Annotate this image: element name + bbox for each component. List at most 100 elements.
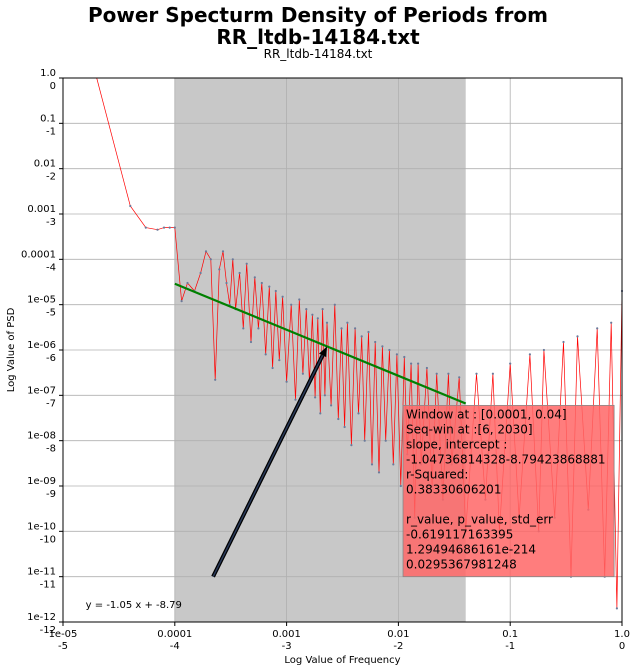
psd-point <box>209 258 212 261</box>
y-tick-label-log: -5 <box>46 308 56 319</box>
x-tick-label: 0.01 <box>387 629 409 640</box>
x-tick-label: 1e-05 <box>49 629 78 640</box>
x-axis-label: Log Value of Frequency <box>284 655 400 666</box>
stats-box <box>402 404 615 578</box>
psd-point <box>354 327 357 330</box>
y-tick-label: 1e-11 <box>27 567 56 578</box>
psd-point <box>425 366 428 370</box>
x-tick-label-log: -1 <box>505 641 515 652</box>
x-ticks: 1e-05-5 0.0001-4 0.001-3 0.01-2 0.1-1 1.00 <box>49 622 630 652</box>
y-tick-label-log: -10 <box>40 534 56 545</box>
psd-point <box>377 471 381 474</box>
x-tick-label: 0.001 <box>272 629 301 640</box>
psd-point <box>294 398 297 401</box>
psd-point <box>278 359 281 362</box>
psd-point <box>225 281 228 285</box>
y-tick-label-log: -11 <box>40 580 56 591</box>
psd-point <box>274 289 277 293</box>
psd-point <box>242 327 245 330</box>
stats-line: 0.0295367981248 <box>406 557 517 571</box>
psd-point <box>204 250 208 253</box>
psd-point <box>173 226 176 229</box>
psd-point <box>350 444 353 447</box>
psd-point <box>528 353 532 356</box>
chart-title-line2: RR_ltdb-14184.txt <box>216 25 420 49</box>
stats-line: 1.29494686161e-214 <box>406 542 536 556</box>
psd-point <box>330 404 333 407</box>
y-tick-label-log: -2 <box>46 172 56 183</box>
stats-line: slope, intercept : <box>406 437 507 451</box>
fit-layer <box>174 282 467 405</box>
psd-point <box>264 353 267 356</box>
psd-point <box>319 412 322 415</box>
psd-point <box>399 484 402 488</box>
psd-point <box>245 262 248 265</box>
stats-line: Window at : [0.0001, 0.04] <box>406 407 567 421</box>
y-tick-label-log: -12 <box>40 625 56 636</box>
psd-point <box>238 271 241 275</box>
y-tick-label: 1e-07 <box>27 385 56 396</box>
psd-point <box>509 362 512 365</box>
y-tick-label: 0.0001 <box>21 249 56 260</box>
psd-point <box>357 412 360 415</box>
psd-point <box>268 285 271 288</box>
y-tick-label: 1e-05 <box>27 295 56 306</box>
x-tick-label-log: -3 <box>282 641 292 652</box>
psd-point <box>144 226 147 229</box>
psd-point <box>281 295 284 298</box>
y-tick-label-log: -8 <box>46 444 56 455</box>
psd-point <box>447 372 450 375</box>
y-tick-label-log: -9 <box>46 489 56 500</box>
stats-line: -1.04736814328-8.79423868881 <box>406 452 606 466</box>
psd-point <box>367 330 370 334</box>
y-tick-label-log: 0 <box>50 81 56 92</box>
y-tick-label: 1e-06 <box>27 340 56 351</box>
psd-point <box>542 348 546 352</box>
psd-point <box>562 340 565 344</box>
psd-point <box>199 271 202 275</box>
psd-point <box>305 308 308 311</box>
psd-point <box>458 376 461 379</box>
psd-point <box>285 380 288 383</box>
chart-title-line1: Power Specturm Density of Periods from <box>87 3 548 27</box>
psd-point <box>340 327 343 330</box>
psd-point <box>314 396 317 399</box>
psd-point <box>615 607 619 610</box>
stats-line: r-Squared: <box>406 467 468 481</box>
psd-point <box>435 372 438 375</box>
annotation-arrow-shaft <box>212 355 324 577</box>
psd-point <box>388 348 391 352</box>
psd-point <box>325 321 329 324</box>
y-tick-label-log: -6 <box>46 353 56 364</box>
annotation-arrow-head <box>319 346 328 358</box>
stats-line: 0.38330606201 <box>406 482 501 496</box>
psd-point <box>301 372 304 375</box>
x-tick-label: 1.0 <box>614 629 630 640</box>
psd-point <box>298 298 301 301</box>
y-tick-label: 1e-08 <box>27 431 56 442</box>
psd-point <box>186 281 189 285</box>
y-tick-label: 1.0 <box>40 68 56 79</box>
chart-subtitle: RR_ltdb-14184.txt <box>263 47 373 61</box>
psd-point <box>360 335 363 338</box>
psd-point <box>257 327 260 330</box>
y-tick-label-log: -1 <box>46 126 56 137</box>
y-tick-label-log: -4 <box>46 262 56 273</box>
psd-point <box>249 340 253 344</box>
psd-point <box>576 335 579 338</box>
psd-point <box>410 362 413 365</box>
y-tick-label: 1e-12 <box>27 612 56 623</box>
psd-point <box>290 303 293 306</box>
stats-line: Seq-win at :[6, 2030] <box>406 422 533 436</box>
psd-point <box>260 281 263 285</box>
psd-point <box>316 317 319 320</box>
psd-point <box>337 417 340 421</box>
stats-line: r_value, p_value, std_err <box>406 512 553 526</box>
psd-point <box>323 394 326 397</box>
y-tick-label-log: -7 <box>46 398 56 409</box>
psd-point <box>363 439 366 442</box>
psd-point <box>156 228 159 231</box>
psd-point <box>395 353 398 356</box>
fit-line <box>174 282 467 405</box>
